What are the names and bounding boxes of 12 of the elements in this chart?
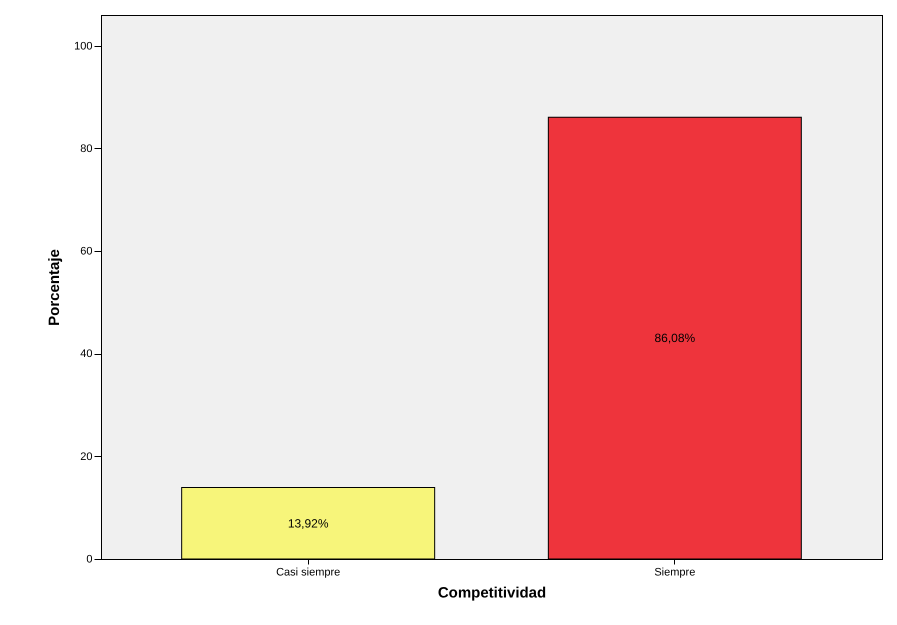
data-label: 13,92% <box>288 516 329 530</box>
y-tick-label: 100 <box>74 40 92 52</box>
y-tick-label: 20 <box>80 450 92 463</box>
y-tick-label: 40 <box>80 348 92 360</box>
y-tick-label: 0 <box>86 554 92 566</box>
y-tick-label: 80 <box>80 142 92 155</box>
x-axis-title: Competitividad <box>438 584 546 602</box>
y-tick-label: 60 <box>80 246 92 258</box>
x-tick-label: Casi siempre <box>276 566 340 578</box>
data-label: 86,08% <box>654 331 696 346</box>
y-axis-title: Porcentaje <box>46 249 64 326</box>
x-tick-label: Siempre <box>654 566 696 578</box>
